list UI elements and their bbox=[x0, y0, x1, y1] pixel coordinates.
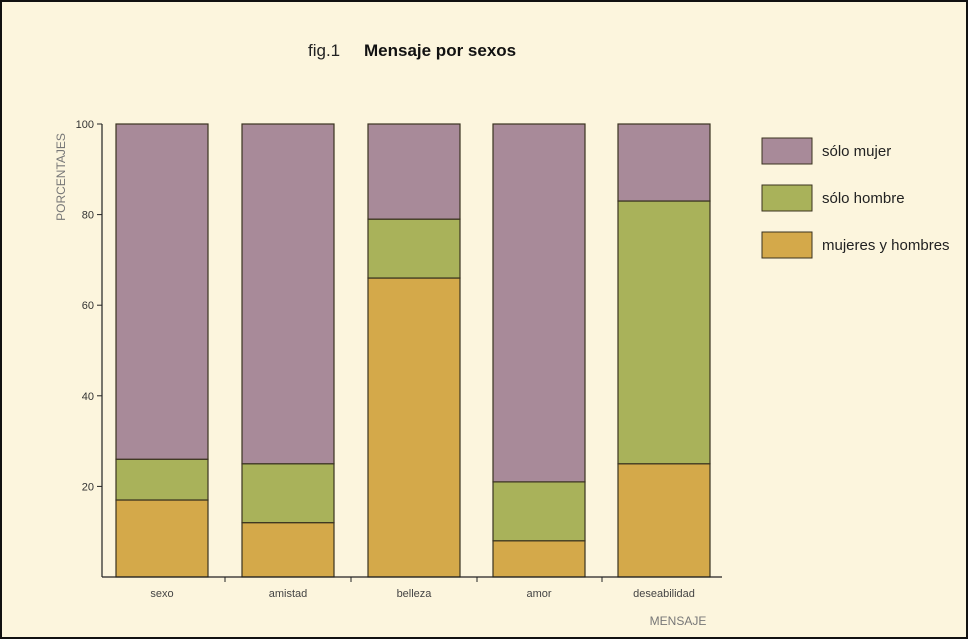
bar-segment-amor-mujeres-y-hombres bbox=[492, 540, 586, 578]
bar-segment-deseabilidad-sólo-hombre bbox=[617, 200, 711, 465]
y-tick-label: 100 bbox=[76, 119, 94, 131]
legend: sólo mujer sólo hombre mujeres y hombres bbox=[761, 137, 950, 259]
x-category-label: sexo bbox=[150, 588, 173, 600]
legend-swatch bbox=[761, 231, 813, 259]
x-category-label: deseabilidad bbox=[633, 588, 695, 600]
bar-segment-amistad-sólo-mujer bbox=[241, 123, 335, 465]
x-category-label: amistad bbox=[269, 588, 308, 600]
legend-swatch bbox=[761, 184, 813, 212]
chart-title-prefix: fig.1 bbox=[308, 41, 340, 60]
y-tick-label: 40 bbox=[82, 391, 94, 403]
bar-segment-deseabilidad-sólo-mujer bbox=[617, 123, 711, 202]
legend-swatch bbox=[761, 137, 813, 165]
bar-segment-amor-sólo-mujer bbox=[492, 123, 586, 483]
bars-group bbox=[115, 123, 711, 578]
bar-segment-belleza-mujeres-y-hombres bbox=[367, 277, 461, 578]
chart-title-text: Mensaje por sexos bbox=[364, 41, 516, 60]
legend-label: mujeres y hombres bbox=[822, 237, 950, 254]
bar-segment-belleza-sólo-hombre bbox=[367, 218, 461, 279]
x-category-label: belleza bbox=[397, 588, 433, 600]
x-axis-title: MENSAJE bbox=[650, 614, 707, 628]
legend-label: sólo hombre bbox=[822, 190, 905, 207]
chart-title: fig.1 Mensaje por sexos bbox=[308, 41, 516, 60]
y-axis-title: PORCENTAJES bbox=[54, 133, 68, 221]
bar-segment-amistad-sólo-hombre bbox=[241, 463, 335, 524]
bar-segment-amistad-mujeres-y-hombres bbox=[241, 522, 335, 578]
bar-segment-amor-sólo-hombre bbox=[492, 481, 586, 542]
x-category-label: amor bbox=[526, 588, 551, 600]
axes-group: 20 40 60 80 100 sexo amistad belleza amor deseabi… bbox=[76, 119, 722, 600]
bar-segment-deseabilidad-mujeres-y-hombres bbox=[617, 463, 711, 578]
bar-segment-belleza-sólo-mujer bbox=[367, 123, 461, 220]
bar-segment-sexo-mujeres-y-hombres bbox=[115, 499, 209, 578]
legend-label: sólo mujer bbox=[822, 143, 891, 160]
y-tick-label: 80 bbox=[82, 210, 94, 222]
bar-segment-sexo-sólo-mujer bbox=[115, 123, 209, 460]
y-tick-label: 60 bbox=[82, 300, 94, 312]
bar-segment-sexo-sólo-hombre bbox=[115, 458, 209, 501]
y-tick-label: 20 bbox=[82, 481, 94, 493]
